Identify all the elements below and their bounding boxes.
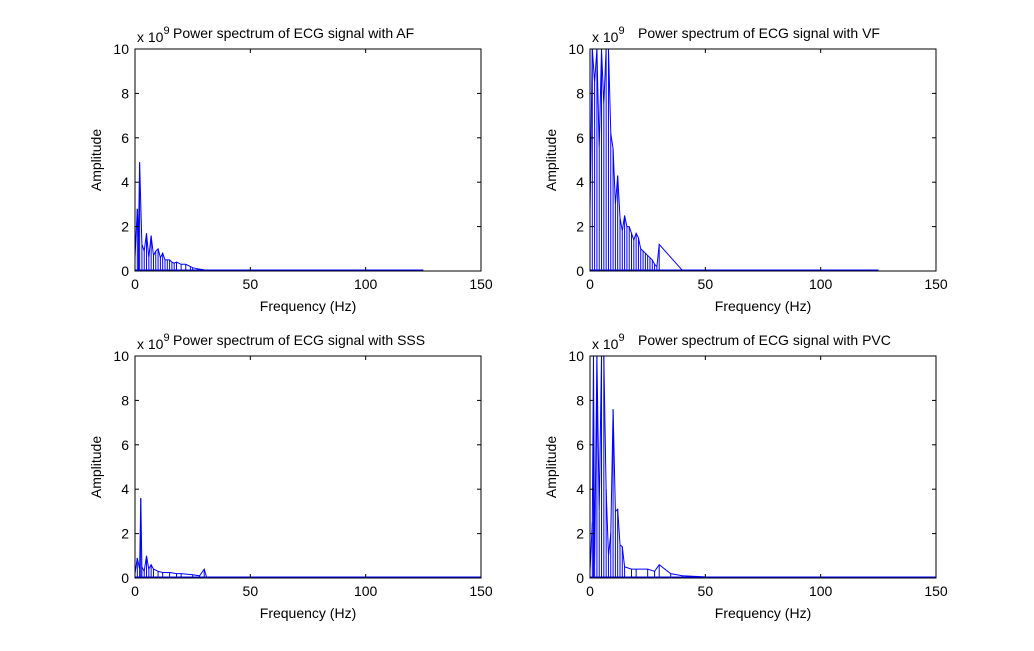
x-tick-label: 150 [469,583,493,599]
x-tick-label: 150 [924,276,948,292]
x-tick-label: 50 [243,276,259,292]
y-tick-label: 10 [568,41,584,57]
y-tick-label: 2 [576,219,584,235]
y-tick-label: 8 [576,392,584,408]
x-tick-label: 150 [924,583,948,599]
plot-frame [134,355,482,579]
x-tick-label: 100 [354,276,378,292]
x-tick-label: 100 [809,276,833,292]
plot-area [589,355,937,579]
plot-area [589,48,937,272]
y-axis-label: Amplitude [88,129,104,191]
y-tick-label: 0 [121,263,129,279]
x-tick-label: 0 [131,276,139,292]
y-tick-label: 10 [568,348,584,364]
y-tick-label: 4 [121,174,129,190]
x-tick-label: 150 [469,276,493,292]
x-tick-label: 0 [586,583,594,599]
y-exponent-label: x 109 [137,25,170,45]
y-tick-label: 2 [121,219,129,235]
y-tick-label: 4 [576,174,584,190]
x-axis-label: Frequency (Hz) [715,298,811,314]
y-tick-label: 10 [113,348,129,364]
chart-panel-2: 0 50 100 150 0 2 4 6 8 10 x 109 Power spectrum of E… [543,25,948,314]
y-exponent-label: x 109 [137,332,170,352]
chart-title: Power spectrum of ECG signal with VF [638,25,880,41]
plot-area [134,48,482,272]
y-exponent-base: x 10 [592,336,619,352]
y-tick-label: 0 [576,263,584,279]
y-tick-label: 4 [121,481,129,497]
chart-title: Power spectrum of ECG signal with PVC [638,332,891,348]
x-axis-label: Frequency (Hz) [260,298,356,314]
y-tick-label: 6 [576,437,584,453]
plot-area [134,355,482,579]
y-exponent-power: 9 [618,25,624,37]
x-axis-label: Frequency (Hz) [260,605,356,621]
y-tick-label: 0 [121,570,129,586]
series-1 [589,48,879,271]
y-exponent-base: x 10 [137,336,164,352]
y-tick-label: 2 [121,526,129,542]
x-tick-label: 100 [354,583,378,599]
plot-frame [134,48,482,272]
series-line [589,355,936,579]
y-exponent-base: x 10 [592,29,619,45]
y-exponent-power: 9 [163,332,169,344]
y-tick-label: 2 [576,526,584,542]
series-line [589,48,879,271]
y-tick-label: 4 [576,481,584,497]
x-tick-label: 0 [131,583,139,599]
y-tick-label: 6 [121,130,129,146]
x-tick-label: 50 [243,583,259,599]
plot-frame [589,48,937,272]
y-tick-label: 6 [576,130,584,146]
chart-title: Power spectrum of ECG signal with SSS [173,332,425,348]
plot-frame [589,355,937,579]
y-axis-label: Amplitude [543,436,559,498]
y-exponent-label: x 109 [592,332,625,352]
x-axis-label: Frequency (Hz) [715,605,811,621]
y-tick-label: 8 [121,85,129,101]
y-tick-label: 8 [121,392,129,408]
series-1 [589,355,937,579]
y-exponent-label: x 109 [592,25,625,45]
y-tick-label: 10 [113,41,129,57]
y-tick-label: 6 [121,437,129,453]
y-axis-label: Amplitude [543,129,559,191]
x-tick-label: 100 [809,583,833,599]
y-exponent-base: x 10 [137,29,164,45]
x-tick-label: 0 [586,276,594,292]
y-axis-label: Amplitude [88,436,104,498]
x-tick-label: 50 [698,276,714,292]
x-tick-label: 50 [698,583,714,599]
chart-title: Power spectrum of ECG signal with AF [173,25,414,41]
y-tick-label: 8 [576,85,584,101]
y-tick-label: 0 [576,570,584,586]
chart-panel-4: 0 50 100 150 0 2 4 6 8 10 x 109 Power spectrum of E… [543,332,948,621]
y-exponent-power: 9 [618,332,624,344]
y-exponent-power: 9 [163,25,169,37]
